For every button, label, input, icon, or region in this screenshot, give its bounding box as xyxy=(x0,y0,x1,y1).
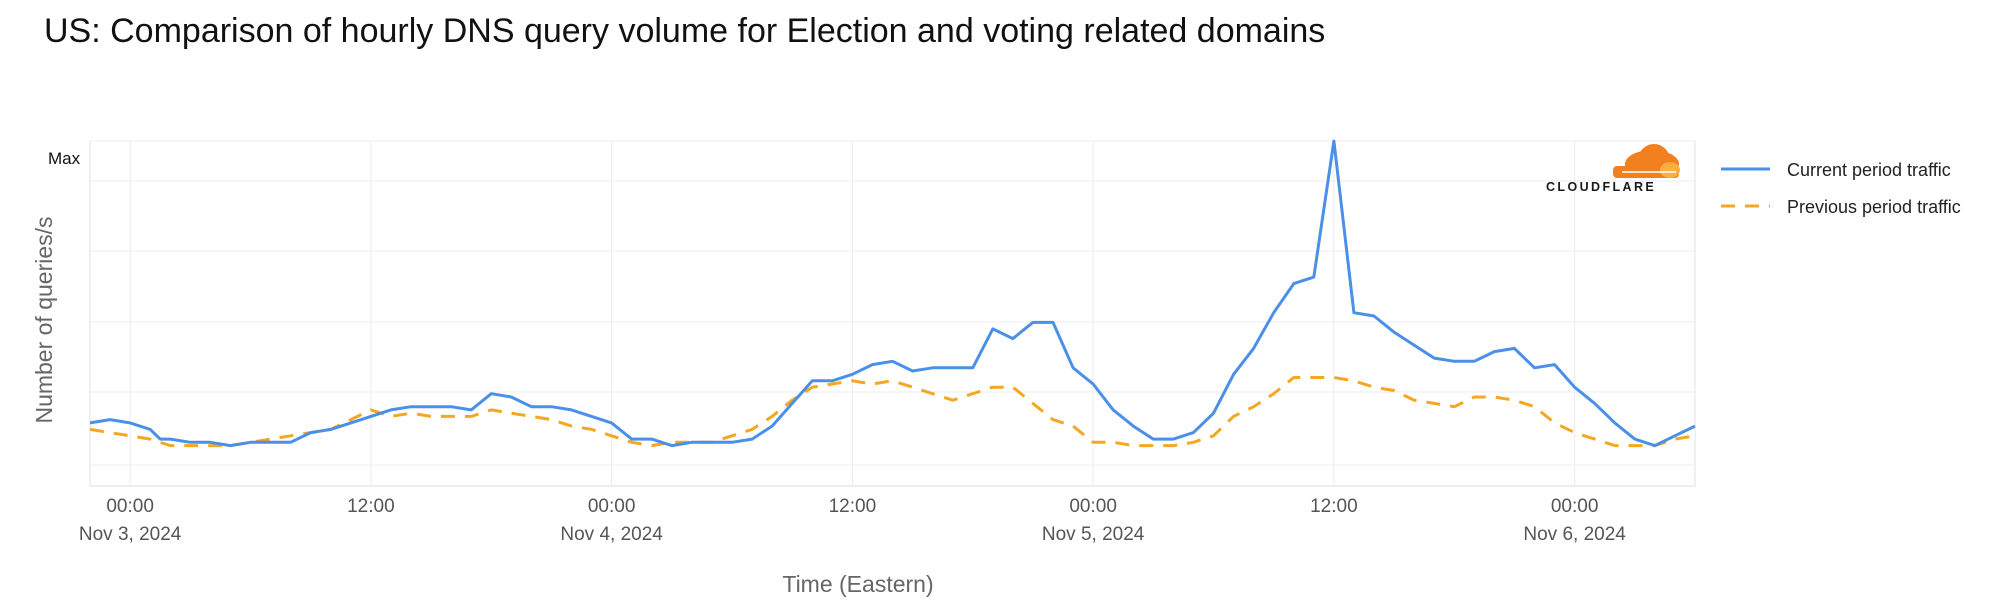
legend-label-current: Current period traffic xyxy=(1787,160,1951,180)
grid xyxy=(89,140,1696,487)
legend-item-previous[interactable]: Previous period traffic xyxy=(1721,197,1961,217)
legend-item-current[interactable]: Current period traffic xyxy=(1721,160,1951,180)
cloudflare-wordmark: CLOUDFLARE xyxy=(1546,180,1656,194)
cloudflare-logo: CLOUDFLARE xyxy=(1546,144,1680,194)
x-tick-time: 12:00 xyxy=(829,496,877,517)
series-group xyxy=(89,139,1696,448)
x-tick-date: Nov 6, 2024 xyxy=(1523,524,1626,545)
x-tick-time: 00:00 xyxy=(1551,496,1599,517)
series-line-current xyxy=(89,139,1696,448)
x-axis-ticks: 00:00 Nov 3, 2024 12:00 00:00 Nov 4, 2024 12:… xyxy=(79,496,1626,545)
cloud-icon xyxy=(1613,144,1680,178)
legend: Current period traffic Previous period t… xyxy=(1721,160,1961,217)
x-tick-date: Nov 4, 2024 xyxy=(560,524,663,545)
chart-title: US: Comparison of hourly DNS query volum… xyxy=(44,12,1326,50)
x-tick-time: 00:00 xyxy=(588,496,636,517)
x-tick-time: 12:00 xyxy=(1310,496,1358,517)
x-tick-time: 00:00 xyxy=(106,496,154,517)
y-axis-label: Number of queries/s xyxy=(31,216,57,423)
series-line-previous xyxy=(89,376,1696,448)
y-max-label: Max xyxy=(48,149,81,168)
x-tick-date: Nov 5, 2024 xyxy=(1042,524,1145,545)
x-tick-time: 00:00 xyxy=(1069,496,1117,517)
x-tick-date: Nov 3, 2024 xyxy=(79,524,182,545)
x-tick-time: 12:00 xyxy=(347,496,395,517)
x-axis-label: Time (Eastern) xyxy=(782,571,933,597)
legend-label-previous: Previous period traffic xyxy=(1787,197,1961,217)
